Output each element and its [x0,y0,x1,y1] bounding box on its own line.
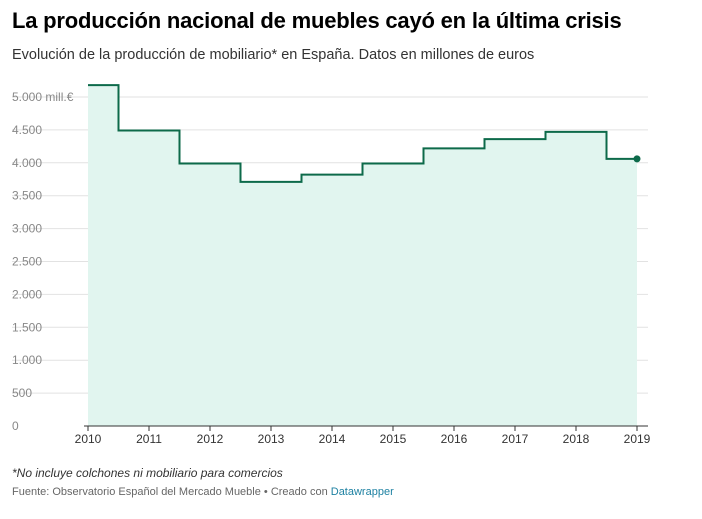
y-tick-label: 0 [12,419,19,433]
y-tick-label: 3.500 [12,189,42,203]
x-tick-label: 2011 [136,432,162,446]
y-axis-tick-labels: 0 500 1.000 1.500 2.000 2.500 3.000 3.500 4.000 4… [12,90,74,433]
source-text: Fuente: Observatorio Español del Mercado… [12,486,331,498]
y-tick-label: 500 [12,386,32,400]
area-fill [88,85,637,426]
chart-title: La producción nacional de muebles cayó e… [12,8,622,33]
y-tick-label: 4.500 [12,123,42,137]
footnote: *No incluye colchones ni mobiliario para… [12,466,283,480]
x-axis-ticks: 2010 2011 2012 2013 2014 2015 2016 2017 2018 2019 [75,426,651,446]
x-tick-label: 2013 [258,432,285,446]
y-tick-label: 1.000 [12,353,42,367]
chart-subtitle: Evolución de la producción de mobiliario… [12,47,535,63]
x-tick-label: 2010 [75,432,102,446]
y-tick-label: 5.000 mill.€ [12,90,74,104]
series-end-point [633,155,641,163]
x-tick-label: 2016 [441,432,468,446]
source-line: Fuente: Observatorio Español del Mercado… [12,486,394,498]
x-tick-label: 2012 [197,432,224,446]
y-tick-label: 2.000 [12,287,42,301]
x-tick-label: 2015 [380,432,407,446]
y-tick-label: 2.500 [12,255,42,269]
x-tick-label: 2014 [319,432,346,446]
series-line [88,84,637,183]
y-tick-label: 4.000 [12,156,42,170]
x-tick-label: 2019 [624,432,651,446]
datawrapper-link[interactable]: Datawrapper [330,486,394,498]
x-tick-label: 2018 [563,432,590,446]
x-tick-label: 2017 [502,432,529,446]
y-tick-label: 3.000 [12,222,42,236]
y-tick-label: 1.500 [12,320,42,334]
step-area-chart: 0 500 1.000 1.500 2.000 2.500 3.000 3.500 4.000 4… [12,84,651,446]
